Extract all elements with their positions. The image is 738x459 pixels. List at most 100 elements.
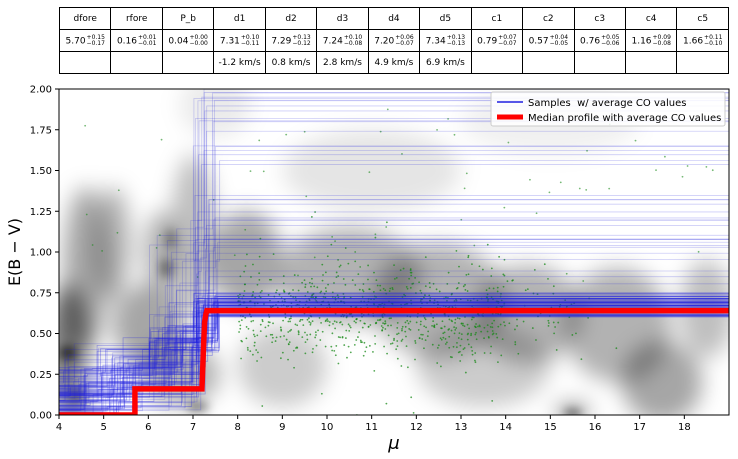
scatter-point xyxy=(287,320,290,323)
scatter-point xyxy=(441,320,444,323)
scatter-point xyxy=(460,333,463,336)
scatter-point xyxy=(404,330,407,333)
scatter-point xyxy=(500,292,502,295)
table-value: 7.20 xyxy=(374,36,395,46)
sample-profile-line xyxy=(59,160,729,378)
scatter-point xyxy=(343,314,346,317)
scatter-point xyxy=(306,318,309,321)
scatter-point xyxy=(537,315,539,318)
scatter-point xyxy=(282,275,285,277)
scatter-point xyxy=(84,124,87,127)
scatter-point xyxy=(580,358,583,361)
scatter-point xyxy=(386,352,388,355)
scatter-point xyxy=(552,321,555,324)
scatter-point xyxy=(331,291,334,294)
scatter-point xyxy=(322,300,325,303)
scatter-point xyxy=(353,320,356,323)
scatter-point xyxy=(422,296,425,299)
lower-error: −0.17 xyxy=(86,39,105,47)
scatter-point xyxy=(663,155,666,158)
scatter-point xyxy=(436,128,438,131)
scatter-point xyxy=(303,130,306,133)
scatter-point xyxy=(252,319,255,322)
scatter-point xyxy=(429,299,431,302)
sample-profile-line xyxy=(59,298,729,397)
scatter-point xyxy=(426,301,428,304)
scatter-point xyxy=(354,251,357,253)
scatter-point xyxy=(548,191,551,194)
scatter-point xyxy=(290,328,293,331)
y-tick-label: 1.50 xyxy=(30,166,52,177)
scatter-point xyxy=(421,333,424,336)
table-value: 0.79 xyxy=(477,36,498,46)
scatter-point xyxy=(360,341,362,344)
scatter-point xyxy=(342,278,345,280)
scatter-point xyxy=(311,282,314,285)
scatter-point xyxy=(324,345,327,348)
scatter-point xyxy=(376,284,379,287)
scatter-point xyxy=(490,296,493,298)
scatter-point xyxy=(301,281,303,284)
scatter-point xyxy=(285,305,288,308)
table-value-cell: 0.79 +0.07 −0.07 xyxy=(470,29,524,52)
table-uncertainty: +0.07 −0.07 xyxy=(498,34,516,47)
scatter-point xyxy=(587,316,590,319)
scatter-point xyxy=(393,337,395,340)
scatter-point xyxy=(324,287,327,289)
scatter-point xyxy=(373,295,376,298)
scatter-point xyxy=(288,341,291,344)
scatter-point xyxy=(415,321,418,324)
scatter-point xyxy=(237,296,240,299)
scatter-point xyxy=(634,139,637,142)
scatter-point xyxy=(440,327,442,330)
scatter-point xyxy=(438,290,441,293)
scatter-point xyxy=(466,290,469,292)
scatter-point xyxy=(464,371,467,374)
scatter-point xyxy=(379,289,382,292)
sample-profile-line xyxy=(59,303,729,401)
scatter-point xyxy=(261,320,264,323)
scatter-point xyxy=(258,255,261,258)
scatter-point xyxy=(403,303,406,306)
scatter-point xyxy=(378,303,381,306)
scatter-point xyxy=(282,304,285,307)
scatter-point xyxy=(304,283,307,286)
scatter-point xyxy=(406,287,409,290)
scatter-point xyxy=(497,325,500,328)
scatter-point xyxy=(312,347,314,350)
scatter-point xyxy=(406,319,409,322)
scatter-point xyxy=(418,281,420,284)
scatter-point xyxy=(253,341,256,344)
sample-profile-line xyxy=(59,92,729,398)
sample-profile-line xyxy=(59,313,729,393)
scatter-point xyxy=(334,298,337,301)
sample-profile-line xyxy=(59,303,729,403)
table-velocity-cell xyxy=(624,51,678,74)
scatter-point xyxy=(471,305,473,307)
scatter-point xyxy=(379,304,382,307)
scatter-point xyxy=(390,317,392,320)
scatter-point xyxy=(436,301,439,304)
sample-profile-line xyxy=(59,199,729,407)
scatter-point xyxy=(304,304,307,306)
scatter-point xyxy=(335,276,338,279)
scatter-point xyxy=(339,336,342,339)
scatter-point xyxy=(420,292,423,294)
lower-error: −0.08 xyxy=(343,39,363,47)
sample-profile-line xyxy=(59,252,729,394)
scatter-point xyxy=(446,300,448,302)
y-tick-label: 0.75 xyxy=(30,288,52,299)
scatter-point xyxy=(364,350,367,353)
scatter-point xyxy=(267,324,270,327)
scatter-points xyxy=(84,108,714,415)
scatter-point xyxy=(396,322,399,324)
scatter-point xyxy=(331,235,334,238)
scatter-point xyxy=(299,318,302,321)
scatter-point xyxy=(312,296,314,299)
scatter-point xyxy=(503,321,505,324)
table-value: 5.70 xyxy=(65,36,86,46)
scatter-point xyxy=(374,233,377,236)
scatter-point xyxy=(448,346,451,349)
scatter-point xyxy=(294,296,297,298)
scatter-point xyxy=(275,289,278,292)
